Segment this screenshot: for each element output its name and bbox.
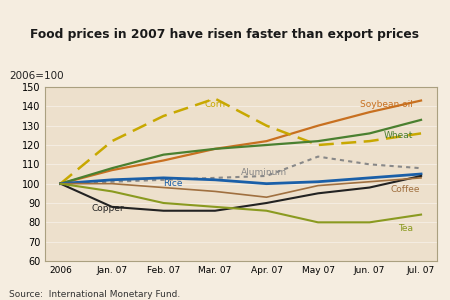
Text: Soybean oil: Soybean oil: [360, 100, 413, 109]
Text: Source:  International Monetary Fund.: Source: International Monetary Fund.: [9, 290, 180, 299]
Text: Coffee: Coffee: [390, 185, 420, 194]
Text: Food prices in 2007 have risen faster than export prices: Food prices in 2007 have risen faster th…: [31, 28, 419, 41]
Text: Copper: Copper: [91, 204, 124, 213]
Text: Aluminum: Aluminum: [241, 168, 287, 177]
Text: Rice: Rice: [163, 179, 183, 188]
Text: Wheat: Wheat: [384, 131, 413, 140]
Text: Corn: Corn: [205, 100, 226, 109]
Text: Tea: Tea: [398, 224, 413, 232]
Text: 2006=100: 2006=100: [9, 71, 63, 81]
